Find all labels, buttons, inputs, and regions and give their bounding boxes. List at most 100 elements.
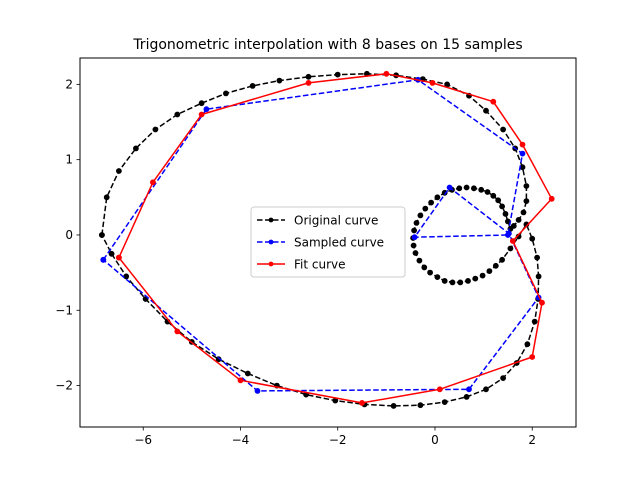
legend-entry-fit-curve: Fit curve [257,258,346,272]
point-original-curve [116,168,122,174]
series-fit-curve [116,70,555,406]
series-sampled-curve [100,76,542,394]
point-original-curve [449,279,456,286]
chart-title: Trigonometric interpolation with 8 bases… [132,37,522,53]
point-original-curve [483,107,489,114]
point-original-curve [523,183,530,189]
point-original-curve [479,272,486,279]
point-fit-curve [519,141,526,148]
y-tick-label: 2 [65,77,73,91]
point-original-curve [108,250,115,257]
point-sampled-curve [446,184,453,191]
point-fit-curve [383,70,390,77]
point-original-curve [103,194,110,201]
point-original-curve [152,126,159,133]
point-original-curve [428,199,435,206]
point-original-curve [499,203,506,210]
point-original-curve [99,232,105,238]
point-original-curve [457,279,464,286]
point-original-curve [456,185,463,192]
point-original-curve [520,209,527,216]
point-fit-curve [509,238,516,244]
point-original-curve [499,256,506,263]
point-original-curve [472,275,479,282]
point-original-curve [463,394,470,400]
legend: Original curve Sampled curve Fit curve [250,206,406,278]
point-original-curve [417,212,424,219]
point-original-curve [535,273,542,280]
point-fit-curve [116,254,122,261]
point-fit-curve [359,400,365,406]
point-original-curve [411,227,418,234]
legend-label-sampled-curve: Sampled curve [294,236,384,250]
point-fit-curve [548,195,555,202]
point-sampled-curve [506,230,512,237]
legend-label-fit-curve: Fit curve [294,258,346,272]
y-tick-label: −2 [55,379,73,393]
point-original-curve [305,73,312,80]
series-line-sampled-curve [102,79,540,392]
series-original-curve [99,70,542,409]
y-tick-label: 0 [65,228,73,242]
point-original-curve [123,273,130,280]
point-original-curve [524,341,531,348]
point-original-curve [410,242,417,249]
point-original-curve [478,186,485,193]
point-fit-curve [436,386,443,393]
point-original-curve [486,268,493,275]
point-fit-curve [305,80,312,86]
point-sampled-curve [100,256,107,263]
point-original-curve [484,189,491,195]
point-original-curve [465,278,471,284]
point-original-curve [490,192,497,199]
point-original-curve [523,198,530,205]
point-original-curve [500,375,507,382]
point-original-curve [483,386,489,393]
point-sampled-curve [203,106,210,113]
x-tick-label: −2 [329,433,347,447]
y-tick-label: 1 [65,153,73,167]
point-original-curve [417,402,424,409]
point-original-curve [390,403,397,409]
point-original-curve [427,269,434,276]
legend-entry-sampled-curve: Sampled curve [257,236,384,250]
point-fit-curve [429,80,436,86]
legend-entry-original-curve: Original curve [257,214,378,228]
series-layer [99,70,555,409]
point-original-curve [276,77,283,84]
legend-label-original-curve: Original curve [294,214,378,228]
point-fit-curve [490,98,497,105]
point-original-curve [249,83,256,89]
point-sampled-curve [254,388,261,394]
point-original-curve [198,100,205,107]
ticks-layer: −6 −4 −2 0 2 −2 −1 0 1 2 [55,77,536,447]
point-original-curve [434,274,441,281]
point-original-curve [244,370,251,377]
point-original-curve [507,245,514,252]
point-fit-curve [529,354,536,360]
point-fit-curve [237,377,244,384]
point-sampled-curve [519,150,526,157]
point-sampled-curve [466,386,472,393]
point-original-curve [500,126,507,133]
point-original-curve [463,184,470,191]
point-original-curve [416,257,423,264]
point-original-curve [441,399,448,406]
point-original-curve [531,318,538,325]
legend-marker-fit-curve [268,261,274,267]
legend-marker-original-curve [268,217,274,223]
point-original-curve [413,220,420,226]
point-sampled-curve [411,234,418,241]
point-original-curve [174,111,181,118]
point-original-curve [422,205,429,212]
point-original-curve [495,197,502,204]
point-original-curve [412,250,419,256]
axes-frame [79,57,577,428]
y-tick-label: −1 [55,303,73,317]
legend-box [250,206,406,278]
point-fit-curve [539,299,545,306]
point-original-curve [515,217,522,223]
point-original-curve [434,194,441,201]
point-original-curve [334,71,341,78]
